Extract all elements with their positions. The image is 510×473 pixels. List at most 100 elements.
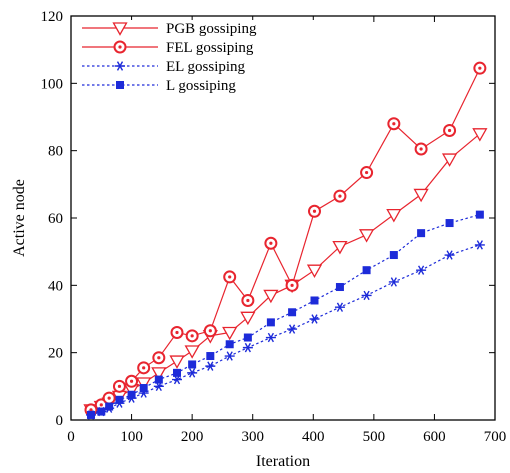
data-point <box>242 342 253 353</box>
data-point-center <box>142 366 146 370</box>
x-tick-label: 600 <box>423 429 446 445</box>
data-point <box>287 324 298 334</box>
data-point-center <box>478 66 482 70</box>
data-point <box>184 345 200 359</box>
axis-ticks: 0 100 200 300 400 500 600 700 0 20 40 60 80 100 120 <box>41 9 507 445</box>
legend-label: PGB gossiping <box>166 21 257 37</box>
data-point <box>386 208 402 223</box>
data-point <box>388 277 399 287</box>
data-point <box>309 314 320 324</box>
legend-label: EL gossiping <box>166 59 246 75</box>
data-point <box>187 368 198 378</box>
data-point-center <box>129 379 134 383</box>
data-point-center <box>208 329 212 333</box>
data-point <box>358 229 375 243</box>
data-point-center <box>290 283 294 287</box>
data-point <box>151 367 167 381</box>
data-point-center <box>228 275 232 279</box>
data-point <box>240 311 256 326</box>
data-point-center <box>364 170 369 175</box>
x-tick-label: 400 <box>302 429 325 445</box>
y-tick-label: 40 <box>48 278 63 294</box>
data-point-center <box>392 122 396 126</box>
data-point <box>310 296 319 305</box>
x-tick-label: 700 <box>484 429 507 445</box>
x-axis-label: Iteration <box>256 453 310 470</box>
data-point-center <box>118 45 122 49</box>
x-tick-label: 300 <box>241 429 264 445</box>
data-point <box>243 333 252 342</box>
y-tick-label: 20 <box>48 346 63 362</box>
data-point-center <box>175 330 179 335</box>
data-point <box>206 352 215 361</box>
data-point <box>97 407 106 416</box>
data-point-center <box>419 147 423 151</box>
data-point <box>205 361 216 371</box>
legend-label: L gossiping <box>166 78 236 94</box>
data-point <box>417 229 426 238</box>
data-point-center <box>246 298 250 303</box>
data-point-center <box>269 241 273 245</box>
data-point <box>188 360 197 369</box>
data-point-center <box>107 396 111 400</box>
data-point <box>475 210 484 219</box>
y-tick-label: 80 <box>48 144 63 160</box>
legend: PGB gossiping FEL gossiping EL gossiping L … <box>77 20 352 96</box>
data-point <box>173 368 181 377</box>
data-point <box>112 22 128 36</box>
x-tick-label: 100 <box>120 429 143 445</box>
data-point <box>86 410 95 419</box>
data-point <box>474 240 485 250</box>
data-point <box>413 188 429 203</box>
series-3 <box>85 240 485 420</box>
data-point <box>472 128 488 142</box>
data-point-center <box>157 356 161 360</box>
data-point <box>441 153 458 167</box>
data-point <box>362 266 371 275</box>
data-point <box>416 265 427 275</box>
y-tick-label: 60 <box>48 211 63 227</box>
data-point-center <box>117 384 122 388</box>
data-point <box>115 395 124 404</box>
data-point-center <box>99 403 103 407</box>
data-point <box>154 375 163 384</box>
data-point <box>306 264 323 279</box>
y-axis-label: Active node <box>11 179 28 257</box>
data-point-center <box>312 209 317 213</box>
data-point <box>222 326 238 341</box>
data-point <box>116 81 124 89</box>
y-tick-label: 0 <box>56 413 64 429</box>
y-tick-label: 120 <box>41 9 64 25</box>
data-point <box>334 302 345 312</box>
data-point <box>224 351 235 361</box>
data-point <box>127 390 136 399</box>
data-point <box>115 61 125 71</box>
x-tick-label: 0 <box>67 429 75 445</box>
data-point <box>266 318 275 327</box>
data-point <box>139 384 148 393</box>
data-point <box>445 219 454 228</box>
data-point <box>136 377 152 391</box>
data-point-center <box>190 334 194 338</box>
data-point <box>265 332 276 343</box>
data-point-center <box>447 128 452 133</box>
series-line <box>90 214 481 416</box>
series-4 <box>86 210 484 419</box>
legend-entry: FEL gossiping <box>82 40 254 56</box>
data-point <box>444 250 455 260</box>
data-point <box>332 240 348 255</box>
y-tick-label: 100 <box>41 76 64 92</box>
data-point <box>263 289 279 304</box>
data-point-center <box>338 194 342 198</box>
data-point <box>335 283 344 292</box>
x-tick-label: 200 <box>181 429 204 445</box>
data-point <box>169 355 185 369</box>
x-tick-label: 500 <box>363 429 386 445</box>
data-point <box>105 402 114 411</box>
data-point <box>225 340 234 349</box>
series-2 <box>84 61 487 417</box>
legend-entry: PGB gossiping <box>82 21 257 37</box>
data-point <box>361 290 372 301</box>
series-layer <box>83 61 488 420</box>
